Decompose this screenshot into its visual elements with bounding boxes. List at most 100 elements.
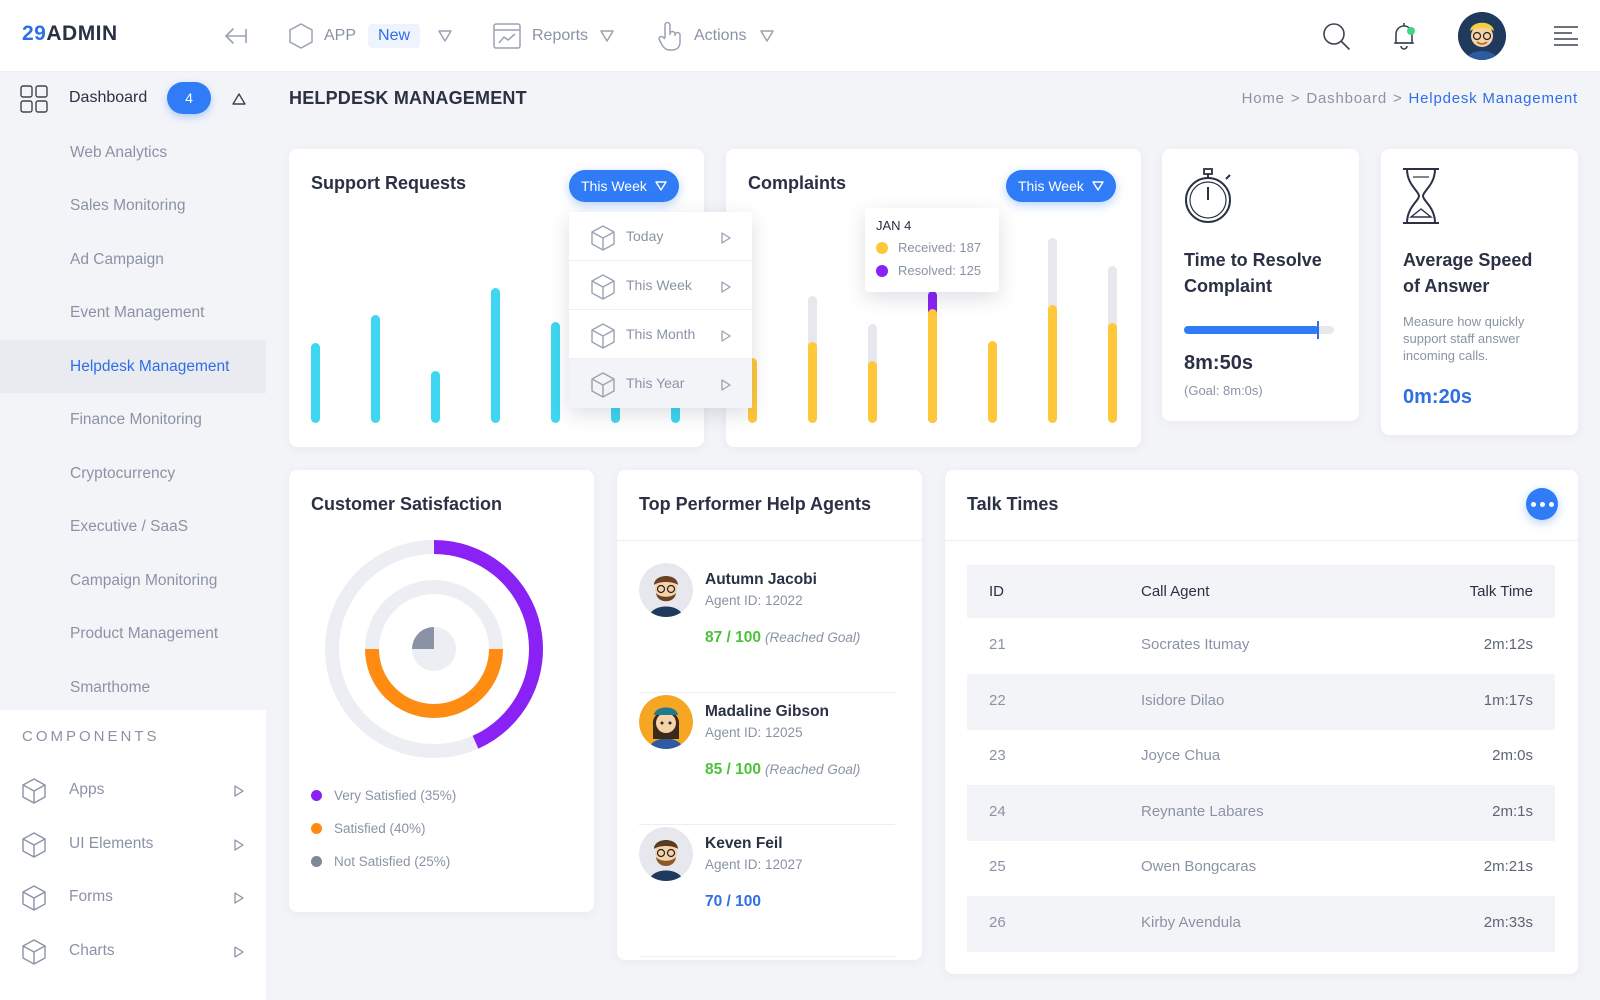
agent-id: Agent ID: 12027 [705, 857, 803, 872]
chevron-right-icon [234, 838, 244, 856]
user-avatar[interactable] [1458, 12, 1506, 60]
logo[interactable]: 29ADMIN [22, 22, 118, 45]
table-row[interactable]: 25 Owen Bongcaras 2m:21s [967, 840, 1555, 896]
chevron-down-icon [1092, 181, 1104, 191]
complaint-bar-received[interactable] [928, 308, 937, 423]
breadcrumb-current: Helpdesk Management [1408, 90, 1578, 107]
chevron-right-icon [721, 280, 731, 296]
card-title: Talk Times [967, 494, 1059, 514]
received-dot [876, 241, 888, 254]
support-bar[interactable] [491, 288, 500, 423]
col-talk-time[interactable]: Talk Time [1469, 583, 1533, 600]
sidebar-item-label: Charts [69, 941, 115, 959]
more-options-button[interactable] [1526, 488, 1558, 520]
cell-agent: Socrates Itumay [1141, 636, 1250, 653]
cell-agent: Owen Bongcaras [1141, 858, 1257, 875]
breadcrumb-dashboard[interactable]: Dashboard [1306, 90, 1387, 107]
collapse-icon[interactable] [218, 18, 254, 54]
count-badge: 4 [167, 82, 211, 114]
col-agent[interactable]: Call Agent [1141, 583, 1210, 600]
avatar [639, 827, 693, 881]
arc-satisfied [365, 648, 503, 718]
sidebar-item-helpdesk-management[interactable]: Helpdesk Management [0, 340, 266, 393]
complaints-card: Complaints This Week [726, 149, 1141, 447]
sidebar-item-label: UI Elements [69, 834, 154, 852]
col-id[interactable]: ID [989, 583, 1004, 600]
dropdown-option-today[interactable]: Today [569, 212, 752, 261]
sidebar-item-campaign-monitoring[interactable]: Campaign Monitoring [70, 571, 218, 589]
breadcrumb-home[interactable]: Home [1241, 90, 1285, 107]
cell-agent: Kirby Avendula [1141, 913, 1241, 931]
complaint-bar-received[interactable] [1048, 304, 1057, 423]
cell-talk-time: 2m:33s [1483, 913, 1533, 931]
complaints-filter-button[interactable]: This Week [1006, 170, 1116, 202]
tooltip-date: JAN 4 [876, 218, 912, 233]
agent-item[interactable]: Autumn Jacobi Agent ID: 12022 87 / 100 (Rea… [639, 563, 895, 693]
complaint-bar-received[interactable] [808, 342, 817, 423]
sidebar-item-smarthome[interactable]: Smarthome [70, 678, 151, 696]
support-filter-button[interactable]: This Week [569, 170, 679, 202]
sidebar-item-charts[interactable]: Charts [0, 925, 266, 978]
sidebar-item-finance-monitoring[interactable]: Finance Monitoring [70, 411, 202, 428]
complaint-bar-received[interactable] [1108, 322, 1117, 423]
sidebar-item-web-analytics[interactable]: Web Analytics [70, 143, 168, 161]
legend-dot [311, 790, 322, 801]
legend-dot [311, 856, 322, 867]
table-row[interactable]: 22 Isidore Dilao 1m:17s [967, 673, 1555, 730]
cube-icon [20, 938, 48, 971]
top-bar: 29ADMIN APP New Reports Actions [0, 0, 1600, 72]
dropdown-option-this-week[interactable]: This Week [569, 261, 752, 310]
dropdown-option-this-month[interactable]: This Month [569, 310, 752, 359]
cube-icon [589, 322, 617, 353]
sidebar-item-product-management[interactable]: Product Management [70, 625, 219, 642]
cell-talk-time: 1m:17s [1483, 691, 1533, 709]
more-icon [1530, 501, 1554, 507]
stat-description: Measure how quickly support staff answer i… [1403, 314, 1525, 363]
new-badge: New [368, 24, 421, 48]
table-row[interactable]: 21 Socrates Itumay 2m:12s [967, 618, 1555, 674]
sidebar-item-label: Forms [69, 888, 113, 905]
reports-menu[interactable]: Reports [492, 18, 614, 54]
bell-icon[interactable] [1386, 18, 1422, 54]
chevron-down-icon [438, 30, 452, 42]
support-bar[interactable] [311, 342, 320, 423]
agent-id: Agent ID: 12022 [705, 593, 803, 608]
sidebar-item-apps[interactable]: Apps [0, 764, 266, 817]
option-label: This Year [626, 375, 685, 391]
cube-icon [20, 831, 48, 864]
hourglass-icon [1403, 168, 1439, 224]
support-bar[interactable] [551, 321, 560, 423]
chevron-down-icon [760, 30, 775, 42]
sidebar-item-cryptocurrency[interactable]: Cryptocurrency [70, 464, 176, 482]
support-bar[interactable] [371, 314, 380, 423]
support-bar[interactable] [431, 370, 440, 423]
legend-item: Not Satisfied (25%) [311, 854, 450, 869]
sidebar-item-sales-monitoring[interactable]: Sales Monitoring [70, 197, 186, 214]
sidebar-item-forms[interactable]: Forms [0, 871, 266, 924]
chevron-right-icon [234, 945, 244, 963]
sidebar-item-ad-campaign[interactable]: Ad Campaign [70, 250, 164, 268]
menu-icon[interactable] [1548, 18, 1584, 54]
table-row[interactable]: 23 Joyce Chua 2m:0s [967, 729, 1555, 785]
agent-item[interactable]: Keven Feil Agent ID: 12027 70 / 100 [639, 827, 895, 957]
sidebar-item-dashboard[interactable]: Dashboard 4 [0, 72, 266, 126]
sidebar-item-label: Apps [69, 781, 105, 798]
agent-item[interactable]: Madaline Gibson Agent ID: 12025 85 / 100 (R… [639, 695, 895, 825]
table-row[interactable]: 24 Reynante Labares 2m:1s [967, 784, 1555, 841]
breadcrumb: Home > Dashboard > Helpdesk Management [1241, 90, 1578, 107]
app-menu[interactable]: APP New [288, 18, 452, 54]
cube-icon [20, 777, 48, 810]
complaint-bar-received[interactable] [868, 360, 877, 423]
search-icon[interactable] [1318, 18, 1354, 54]
complaint-bar-received[interactable] [988, 341, 997, 423]
resolve-goal: (Goal: 8m:0s) [1184, 383, 1263, 398]
sidebar-item-executive-saas[interactable]: Executive / SaaS [70, 518, 189, 535]
sidebar-item-event-management[interactable]: Event Management [70, 304, 205, 321]
agent-name: Keven Feil [705, 835, 783, 852]
sidebar-item-ui-elements[interactable]: UI Elements [0, 818, 266, 871]
divider [945, 540, 1578, 541]
complaint-bar-received[interactable] [748, 358, 757, 423]
actions-menu[interactable]: Actions [656, 18, 775, 54]
dropdown-option-this-year[interactable]: This Year [569, 359, 752, 408]
table-row[interactable]: 26 Kirby Avendula 2m:33s [967, 895, 1555, 952]
